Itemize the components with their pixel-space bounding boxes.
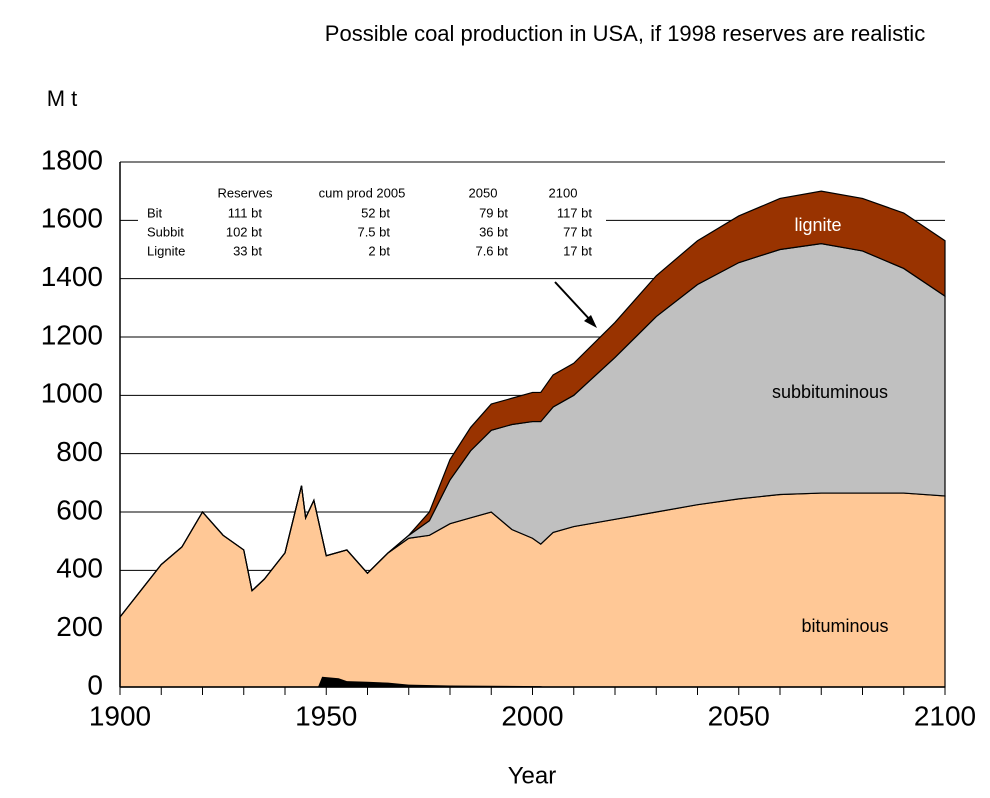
y-tick-label: 800 [56,436,103,467]
area-label: bituminous [801,616,888,636]
y-tick-label: 0 [87,669,103,700]
table-cell: 17 bt [563,243,592,258]
table-header: 2050 [469,185,498,200]
table-cell: 102 bt [226,224,263,239]
table-header: Reserves [218,185,273,200]
y-tick-label: 200 [56,611,103,642]
table-cell: 117 bt [557,205,593,220]
table-cell: Subbit [147,224,184,239]
axes: 0 200 400 600 800 1000 1200 1400 1600 1800 1900 195… [41,144,976,731]
table-background [138,182,606,264]
chart-title: Possible coal production in USA, if 1998… [325,21,925,46]
table-header: cum prod 2005 [319,185,406,200]
area-label: subbituminous [772,382,888,402]
y-tick-label: 1200 [41,319,103,350]
y-tick-label: 600 [56,494,103,525]
y-tick-label: 1400 [41,261,103,292]
table-cell: 7.5 bt [357,224,390,239]
areas: bituminous subbituminous lignite [119,190,946,688]
arrow-head [584,315,597,328]
table-cell: 36 bt [479,224,508,239]
table-cell: 52 bt [361,205,390,220]
table-cell: 33 bt [233,243,262,258]
x-axis-label: Year [508,762,557,789]
table-cell: 77 bt [563,224,592,239]
x-tick-label: 1900 [89,700,151,731]
x-tick-label: 2000 [501,700,563,731]
y-tick-label: 1600 [41,203,103,234]
y-tick-label: 1000 [41,378,103,409]
table-cell: Bit [147,205,163,220]
y-tick-label: 400 [56,553,103,584]
table-header: 2100 [549,185,578,200]
arrow [554,281,593,323]
area-label: lignite [794,215,841,235]
x-tick-label: 2100 [914,700,976,731]
overlay-area [318,676,545,687]
table-cell: 111 bt [228,205,263,220]
table-cell: Lignite [147,243,185,258]
table-cell: 79 bt [479,205,508,220]
x-tick-label: 2050 [708,700,770,731]
x-tick-label: 1950 [295,700,357,731]
y-tick-label: 1800 [41,144,103,175]
table-cell: 2 bt [368,243,390,258]
area [119,190,946,618]
table-cell: 7.6 bt [475,243,508,258]
y-axis-label: M t [47,86,78,111]
reserves-table: Reserves cum prod 2005 2050 2100 Bit 111 bt 52… [138,182,606,264]
